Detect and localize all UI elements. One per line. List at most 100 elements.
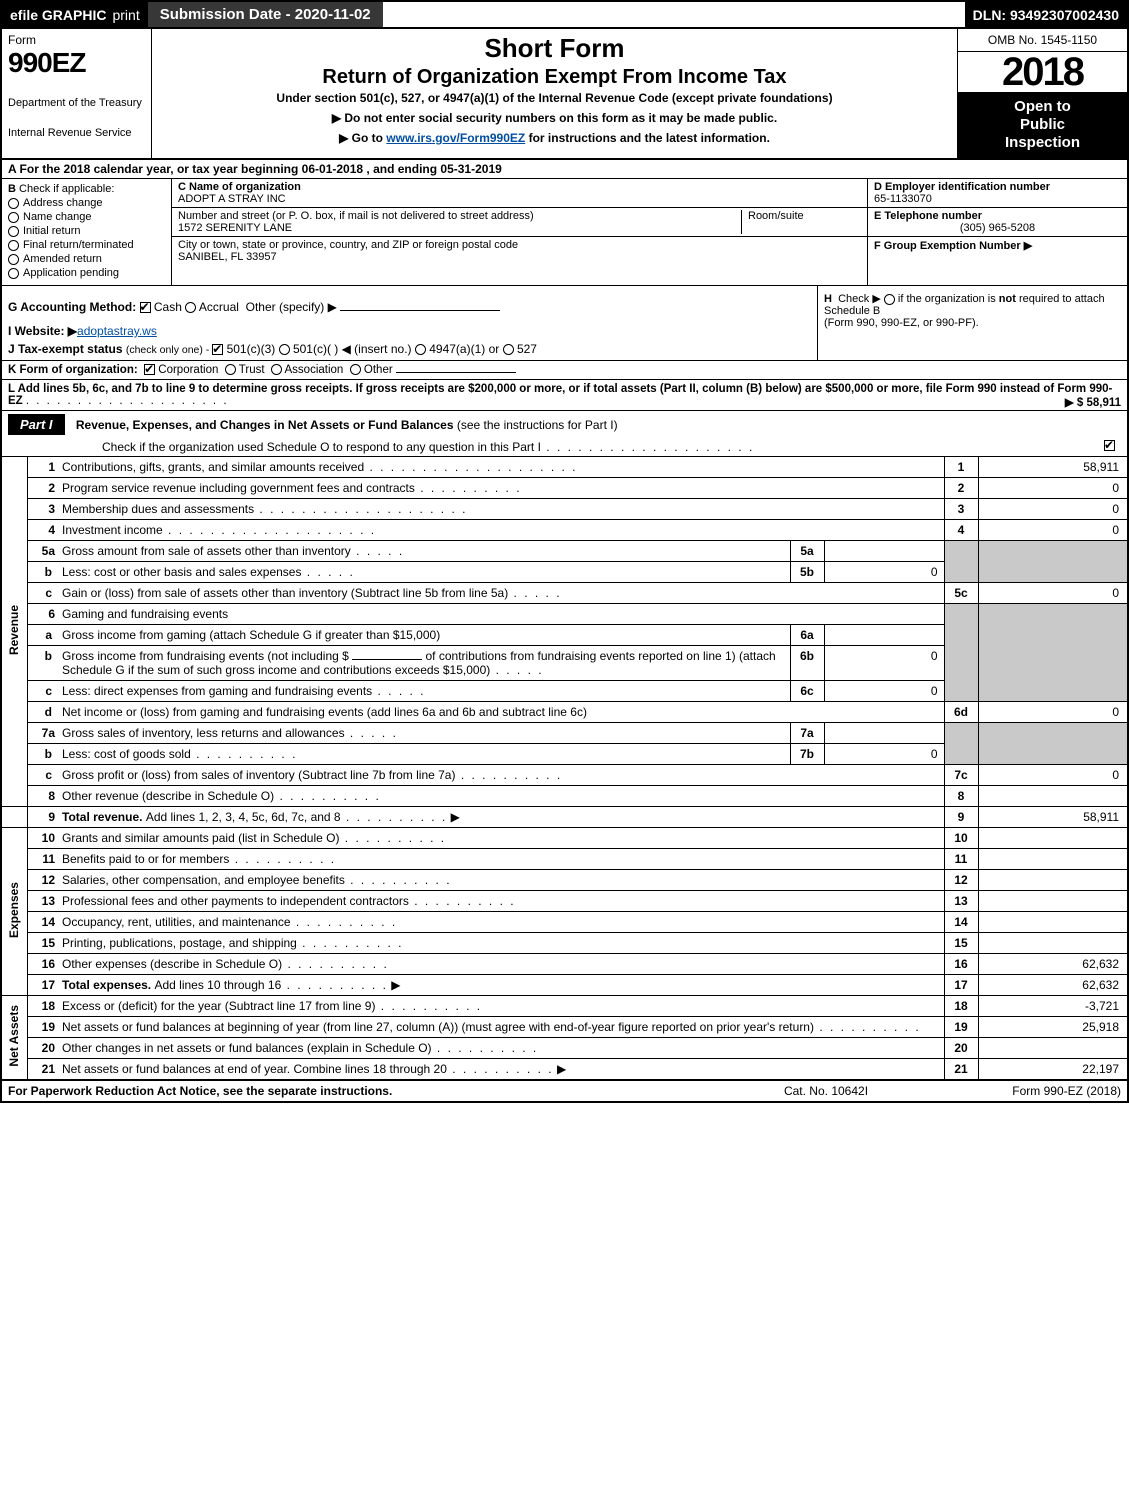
- chk-accrual[interactable]: [185, 302, 196, 313]
- chk-trust[interactable]: [225, 364, 236, 375]
- chk-label: Name change: [23, 211, 92, 223]
- e-row: E Telephone number (305) 965-5208: [868, 208, 1127, 237]
- checkbox-icon[interactable]: [8, 226, 19, 237]
- efile-badge: efile GRAPHIC print: [2, 2, 148, 27]
- checkbox-icon[interactable]: [8, 268, 19, 279]
- c-city-row: City or town, state or province, country…: [172, 237, 867, 265]
- side-netassets-text: Net Assets: [7, 1005, 21, 1067]
- bn: 21: [944, 1059, 978, 1081]
- bv: [978, 1038, 1128, 1059]
- mv: 0: [824, 562, 944, 583]
- h-label: H: [824, 293, 832, 305]
- header-center: Short Form Return of Organization Exempt…: [152, 29, 957, 158]
- submission-date: Submission Date - 2020-11-02: [148, 2, 383, 27]
- ln: 15: [27, 933, 57, 954]
- desc: Net income or (loss) from gaming and fun…: [57, 702, 944, 723]
- bn: 16: [944, 954, 978, 975]
- dots: [415, 481, 522, 495]
- bn: 19: [944, 1017, 978, 1038]
- ln: b: [27, 562, 57, 583]
- chk-part1-scho[interactable]: [1104, 440, 1115, 451]
- chk-4947[interactable]: [415, 344, 426, 355]
- irs-link[interactable]: www.irs.gov/Form990EZ: [386, 131, 525, 145]
- ln: c: [27, 681, 57, 702]
- d: Salaries, other compensation, and employ…: [62, 873, 345, 887]
- dots: [297, 936, 404, 950]
- col-g: G Accounting Method: Cash Accrual Other …: [2, 286, 817, 360]
- bv: 0: [978, 520, 1128, 541]
- d: Total expenses.: [62, 978, 154, 992]
- row-a-tax-year: A For the 2018 calendar year, or tax yea…: [0, 160, 1129, 179]
- desc: Total expenses. Add lines 10 through 16 …: [57, 975, 944, 996]
- chk-amended-return[interactable]: Amended return: [8, 253, 165, 265]
- footer-catno: Cat. No. 10642I: [701, 1084, 951, 1098]
- mv: 0: [824, 744, 944, 765]
- chk-label: Address change: [23, 197, 103, 209]
- c-city: SANIBEL, FL 33957: [178, 251, 861, 263]
- line-12: 12 Salaries, other compensation, and emp…: [1, 870, 1128, 891]
- line-3: 3 Membership dues and assessments 3 0: [1, 499, 1128, 520]
- b-label: B Check if applicable:: [8, 183, 165, 195]
- d: Total revenue.: [62, 810, 146, 824]
- chk-label: Amended return: [23, 253, 102, 265]
- row-a-begin: 06-01-2018: [302, 162, 363, 176]
- ln: 10: [27, 828, 57, 849]
- chk-final-return[interactable]: Final return/terminated: [8, 239, 165, 251]
- d-label: D Employer identification number: [874, 181, 1121, 193]
- checkbox-icon[interactable]: [8, 240, 19, 251]
- chk-h[interactable]: [884, 294, 895, 305]
- mb: 5a: [790, 541, 824, 562]
- bn: 6d: [944, 702, 978, 723]
- chk-other-org[interactable]: [350, 364, 361, 375]
- header-left: Form 990EZ Department of the Treasury In…: [2, 29, 152, 158]
- h-t2: if the organization is: [898, 293, 999, 305]
- bn: 3: [944, 499, 978, 520]
- chk-501c3[interactable]: [212, 344, 223, 355]
- i-label: I Website: ▶: [8, 324, 77, 338]
- chk-cash[interactable]: [140, 302, 151, 313]
- desc: Gross amount from sale of assets other t…: [57, 541, 790, 562]
- ln: 16: [27, 954, 57, 975]
- checkbox-icon[interactable]: [8, 254, 19, 265]
- dots: [432, 1041, 539, 1055]
- chk-address-change[interactable]: Address change: [8, 197, 165, 209]
- f-row: F Group Exemption Number ▶: [868, 237, 1127, 254]
- d2: Add lines 1, 2, 3, 4, 5c, 6d, 7c, and 8: [146, 810, 341, 824]
- chk-initial-return[interactable]: Initial return: [8, 225, 165, 237]
- bv: 0: [978, 702, 1128, 723]
- blank[interactable]: [352, 659, 422, 660]
- print-link[interactable]: print: [112, 7, 139, 23]
- row-a-pre: A For the 2018 calendar year, or tax yea…: [8, 162, 302, 176]
- j-o3: 4947(a)(1) or: [429, 342, 499, 356]
- dots: [409, 894, 516, 908]
- chk-name-change[interactable]: Name change: [8, 211, 165, 223]
- shade-box: [978, 541, 1128, 583]
- checkbox-icon[interactable]: [8, 212, 19, 223]
- chk-corp[interactable]: [144, 364, 155, 375]
- bv: 0: [978, 583, 1128, 604]
- mb: 5b: [790, 562, 824, 583]
- chk-527[interactable]: [503, 344, 514, 355]
- col-b: B Check if applicable: Address change Na…: [2, 179, 172, 285]
- dln-label: DLN: 93492307002430: [965, 2, 1127, 27]
- website-link[interactable]: adoptastray.ws: [77, 324, 157, 338]
- desc: Less: direct expenses from gaming and fu…: [57, 681, 790, 702]
- chk-assoc[interactable]: [271, 364, 282, 375]
- desc: Less: cost of goods sold: [57, 744, 790, 765]
- j-o2: 501(c)( ) ◀ (insert no.): [293, 342, 412, 356]
- part1-badge: Part I: [8, 414, 65, 435]
- subtitle: Under section 501(c), 527, or 4947(a)(1)…: [160, 91, 949, 105]
- line-4: 4 Investment income 4 0: [1, 520, 1128, 541]
- chk-application-pending[interactable]: Application pending: [8, 267, 165, 279]
- desc: Professional fees and other payments to …: [57, 891, 944, 912]
- desc: Investment income: [57, 520, 944, 541]
- checkbox-icon[interactable]: [8, 198, 19, 209]
- desc: Other expenses (describe in Schedule O): [57, 954, 944, 975]
- footer-notice: For Paperwork Reduction Act Notice, see …: [8, 1084, 701, 1098]
- g-other-blank[interactable]: [340, 310, 500, 311]
- k-other-blank[interactable]: [396, 372, 516, 373]
- note-goto-pre: ▶ Go to: [339, 131, 386, 145]
- dots: [274, 789, 381, 803]
- chk-501c[interactable]: [279, 344, 290, 355]
- desc: Gross sales of inventory, less returns a…: [57, 723, 790, 744]
